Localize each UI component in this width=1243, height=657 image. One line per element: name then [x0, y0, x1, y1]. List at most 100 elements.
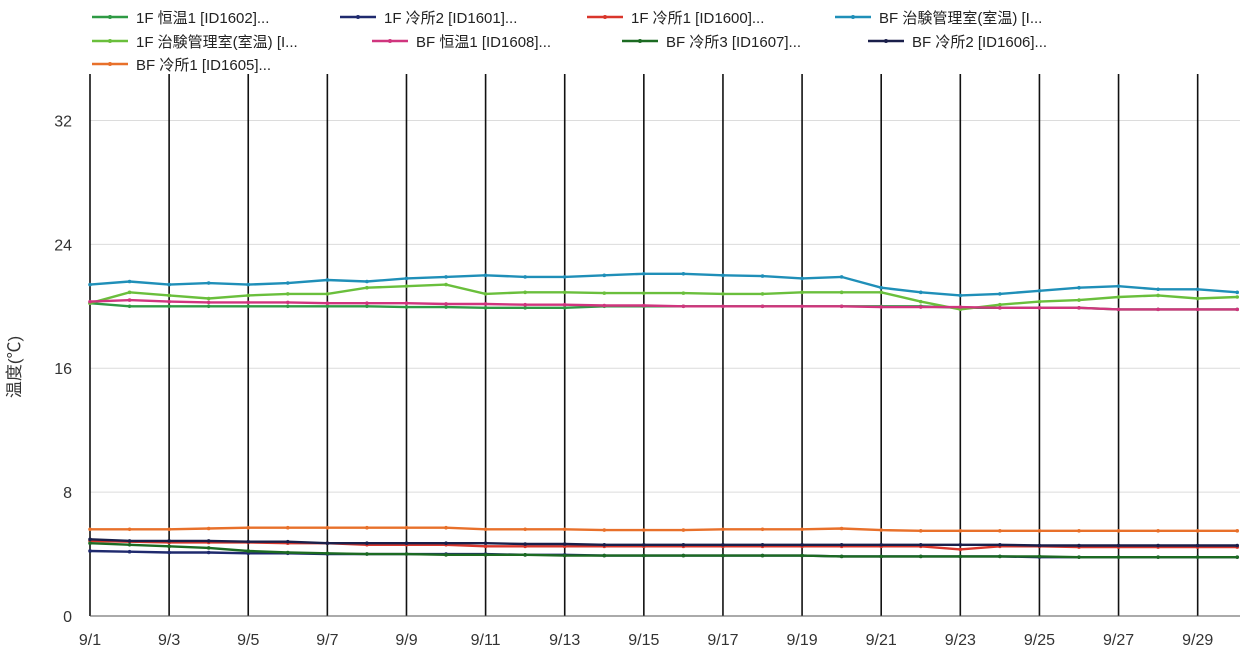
- data-point: [206, 526, 211, 531]
- data-point: [918, 299, 923, 304]
- data-point: [642, 303, 646, 308]
- data-point: [602, 291, 607, 295]
- data-point: [523, 275, 527, 279]
- data-point: [721, 273, 725, 278]
- data-point: [444, 541, 448, 546]
- data-point: [127, 290, 132, 295]
- data-point: [167, 282, 171, 287]
- x-tick-label: 9/19: [787, 632, 818, 649]
- data-point: [1077, 555, 1081, 559]
- data-point: [958, 305, 963, 309]
- data-point: [206, 304, 211, 309]
- data-point: [1195, 529, 1200, 533]
- data-point: [1195, 555, 1200, 559]
- data-point: [1156, 555, 1160, 559]
- data-point: [958, 529, 963, 533]
- data-point: [958, 293, 963, 298]
- data-point: [1195, 287, 1200, 292]
- data-point: [483, 292, 488, 296]
- data-point: [562, 527, 567, 532]
- data-point: [958, 554, 963, 559]
- data-point: [167, 293, 171, 298]
- data-point: [1156, 307, 1160, 312]
- data-point: [839, 275, 844, 279]
- data-point: [127, 279, 132, 284]
- data-point: [246, 293, 251, 298]
- data-point: [285, 304, 290, 309]
- series-path: [89, 298, 1238, 311]
- x-axis: 9/1 9/3 9/5 9/7 9/9 9/11 9/13 9/15 9/17 9/19 9/21 9…: [79, 632, 1213, 649]
- data-point: [760, 553, 765, 558]
- data-point: [1235, 555, 1240, 559]
- data-point: [642, 271, 646, 276]
- data-point: [483, 273, 488, 278]
- data-point: [800, 304, 804, 309]
- legend-marker: [851, 15, 855, 19]
- data-point: [1116, 529, 1121, 533]
- data-point: [998, 292, 1002, 296]
- legend-marker: [108, 62, 112, 66]
- legend-marker: [638, 39, 642, 43]
- data-point: [1235, 307, 1240, 312]
- data-point: [998, 529, 1002, 533]
- data-point: [562, 542, 567, 546]
- data-point: [958, 542, 963, 547]
- data-point: [1195, 296, 1200, 301]
- x-tick-label: 9/3: [158, 632, 180, 649]
- data-point: [246, 539, 251, 544]
- data-point: [206, 300, 211, 305]
- data-point: [325, 292, 330, 296]
- x-tick-label: 9/21: [866, 632, 897, 649]
- data-point: [760, 292, 765, 296]
- data-point: [1195, 543, 1200, 548]
- data-point: [1037, 299, 1042, 304]
- legend-marker: [108, 39, 112, 43]
- data-point: [1195, 307, 1200, 312]
- legend-item: BF 冷所3 [ID1607]...: [622, 34, 801, 51]
- data-point: [1116, 295, 1121, 299]
- data-point: [879, 542, 883, 547]
- data-point: [206, 539, 211, 543]
- data-point: [1077, 306, 1081, 310]
- data-point: [404, 305, 409, 309]
- data-point: [285, 550, 290, 555]
- legend-label: 1F 冷所1 [ID1600]...: [631, 10, 764, 27]
- data-point: [562, 553, 567, 558]
- legend-item: BF 恒温1 [ID1608]...: [372, 34, 551, 51]
- data-point: [285, 525, 290, 530]
- legend-item: BF 冷所1 [ID1605]...: [92, 57, 271, 74]
- legend-item: 1F 冷所2 [ID1601]...: [340, 10, 517, 27]
- data-point: [246, 304, 251, 309]
- data-point: [1037, 289, 1042, 293]
- data-point: [1077, 298, 1081, 302]
- data-point: [483, 553, 488, 557]
- y-tick-label: 24: [54, 237, 72, 254]
- data-point: [444, 525, 448, 530]
- legend-label: 1F 冷所2 [ID1601]...: [384, 10, 517, 27]
- series-line: [88, 537, 1240, 548]
- data-point: [602, 553, 607, 558]
- data-point: [1077, 529, 1081, 533]
- data-point: [562, 306, 567, 310]
- data-point: [681, 553, 686, 558]
- x-tick-label: 9/29: [1182, 632, 1213, 649]
- data-point: [681, 528, 686, 532]
- data-point: [1235, 543, 1240, 548]
- x-tick-label: 9/5: [237, 632, 259, 649]
- data-point: [523, 527, 527, 532]
- data-point: [1116, 307, 1121, 312]
- data-point: [325, 551, 330, 556]
- data-point: [127, 527, 132, 532]
- data-point: [602, 542, 607, 547]
- legend-label: BF 恒温1 [ID1608]...: [416, 34, 551, 51]
- legend-item: 1F 冷所1 [ID1600]...: [587, 10, 764, 27]
- data-point: [1077, 285, 1081, 290]
- legend-marker: [884, 39, 888, 43]
- data-point: [246, 282, 251, 287]
- legend-marker: [603, 15, 607, 19]
- legend-item: BF 治験管理室(室温) [I...: [835, 10, 1042, 27]
- data-point: [800, 527, 804, 532]
- data-point: [1156, 543, 1160, 548]
- data-point: [602, 273, 607, 278]
- data-point: [602, 528, 607, 532]
